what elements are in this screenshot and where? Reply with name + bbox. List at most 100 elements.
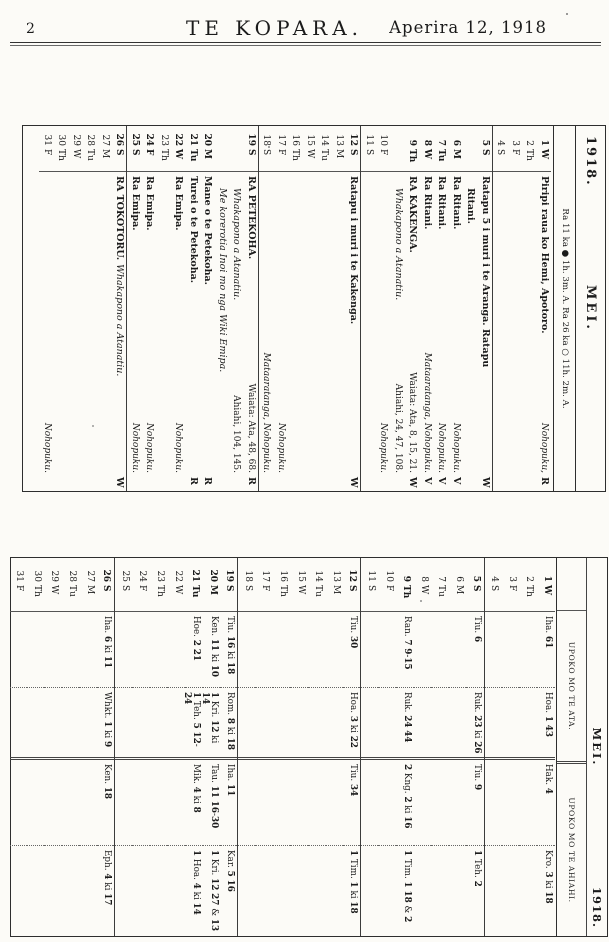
evening-first-lesson: Mik. 4 ki 8 (185, 760, 204, 846)
morning-first-lesson (379, 612, 397, 688)
entry-line: RA KAKENGA. Waiata: Ata, 8, 15, 21. (405, 176, 420, 473)
morning-second-lesson (308, 688, 327, 760)
day-entry (98, 172, 113, 477)
entry-text: Turei o te Petekoha. (188, 176, 199, 284)
day-number: 16 (290, 134, 301, 146)
liturgical-colour-code (171, 477, 186, 491)
entry-line: Ritani. (463, 176, 478, 473)
entry-text: Ra Emipa. (144, 176, 156, 231)
day-entry: Ra Ritani. Nohopuku. (434, 172, 449, 477)
fast-note: Waiata: Ata, 48, 68. (246, 383, 256, 474)
day-number: 22 (172, 570, 183, 582)
evening-second-lesson (449, 846, 467, 936)
weekday-letter: Th (288, 146, 303, 172)
day-number: 5 (470, 575, 481, 582)
fast-note: Ahiahi, 104, 145. (231, 395, 242, 473)
morning-second-lesson (62, 688, 80, 760)
morning-lessons-header: UPOKO MO TE ATA. (557, 611, 586, 764)
weekday-letter: S (220, 582, 238, 612)
morning-second-lesson (431, 688, 450, 760)
day-number: 15 (305, 134, 315, 146)
morning-first-lesson (9, 612, 28, 688)
morning-first-lesson (431, 612, 450, 688)
evening-second-lesson (256, 846, 274, 936)
weekday-letter: W (171, 146, 186, 172)
morning-second-lesson (238, 688, 256, 760)
entry-text: Ra Ritani. (422, 176, 433, 230)
calendar-day-row: 7 Tu Ra Ritani. Nohopuku. V (434, 126, 449, 491)
day-number: 20 (207, 569, 218, 582)
weekday-letter: S (259, 146, 274, 172)
lectionary-day-row: 31 F (9, 558, 28, 936)
weekday-letter: M (203, 582, 221, 612)
fast-note: Nohopuku. (436, 422, 447, 473)
calendar-day-row: 25 S Ra Emipa. Nohopuku. (127, 126, 143, 491)
evening-second-lesson: 1 Tim. 1 18 & 2 (402, 850, 413, 923)
morning-first-lesson (414, 612, 432, 688)
masthead-rule (10, 42, 601, 46)
lectionary-year: 1918. (590, 886, 604, 928)
liturgical-colour-code: W (480, 477, 491, 488)
calendar-day-row: 1 W Piripi raua ko Hemi, Apotoro. Nohopuku,… (536, 126, 552, 491)
morning-second-lesson (167, 688, 186, 760)
calendar-day-row: 20 M Mane o te Petekoha. R (200, 126, 215, 491)
calendar-day-row: 29 W (68, 126, 83, 491)
entry-line: Whakapono a Atanatiu. Ahiahi, 104, 145. (229, 176, 244, 473)
evening-second-lesson: Kro. 3 ki 18 (543, 850, 553, 904)
weekday-letter: S (346, 146, 361, 172)
liturgical-colour-code (522, 477, 537, 491)
day-number: 8 (418, 576, 429, 582)
fast-note: Nohopuku. (144, 422, 155, 473)
evening-first-lesson (326, 760, 344, 846)
weekday-letter: S (127, 146, 142, 172)
morning-first-lesson (79, 612, 98, 688)
lectionary-day-row: 17 F (255, 558, 274, 936)
weekday-letter: S (112, 146, 127, 172)
evening-second-lesson (520, 846, 538, 936)
morning-first-lesson (27, 612, 45, 688)
liturgical-colour-code: R (202, 477, 214, 485)
day-number: 24 (144, 133, 155, 146)
entry-line: Turei o te Petekoha. (186, 176, 201, 473)
evening-first-lesson (519, 760, 538, 846)
weekday-letter: F (379, 582, 397, 612)
calendar-day-row: 16 Th (288, 126, 303, 491)
morning-second-lesson: Hoa. 3 ki 22 (343, 688, 361, 760)
entry-text: Ra Emipa. (173, 176, 185, 231)
weekday-letter: F (255, 582, 274, 612)
day-number: 17 (260, 570, 271, 582)
weekday-letter: Th (156, 146, 171, 172)
day-entry: Ra Emipa. Nohopuku. (128, 172, 143, 477)
liturgical-colour-code: V (436, 477, 448, 485)
morning-first-lesson (484, 612, 503, 688)
evening-first-lesson (44, 760, 63, 846)
day-entry: Turei o te Petekoha. (186, 172, 201, 477)
entry-text: Ra Emipa. (130, 176, 141, 231)
morning-second-lesson: 1 Teh. 5 12-24 (182, 688, 204, 760)
evening-first-lesson (449, 760, 468, 846)
calendar-day-row: 2 Th (522, 126, 537, 491)
evening-second-lesson: 1 Tim. 1 ki 18 (348, 850, 359, 914)
day-number: 22 (173, 133, 184, 146)
entry-line: Ra Emipa. Nohopuku. (171, 176, 186, 473)
morning-second-lesson (79, 688, 98, 760)
weekday-letter: Tu (317, 146, 332, 172)
morning-second-lesson: Ruk. 23 ki 26 (467, 688, 484, 760)
liturgical-colour-code (376, 477, 391, 491)
morning-second-lesson (27, 688, 45, 760)
day-number: 21 (188, 133, 198, 146)
day-number: 15 (295, 570, 306, 582)
day-number: 31 (42, 134, 52, 146)
entry-text: RA PETEKOHA. (246, 176, 257, 260)
day-entry: RA KAKENGA. Waiata: Ata, 8, 15, 21. Whakap… (391, 172, 420, 477)
morning-first-lesson (326, 612, 344, 688)
day-number: 30 (31, 570, 42, 582)
weekday-letter: W (302, 146, 317, 172)
calendar-day-row: 9 Th RA KAKENGA. Waiata: Ata, 8, 15, 21. Wha… (390, 126, 420, 491)
calendar-table: 1918. MEI. Ra 11 ka ● 1h. 3m. A. Ra 26 k… (22, 125, 606, 492)
calendar-day-row: 12 S Ratapu i muri i te Kakenga. W (346, 126, 362, 491)
entry-line: Piripi raua ko Hemi, Apotoro. Nohopuku, (537, 176, 552, 473)
